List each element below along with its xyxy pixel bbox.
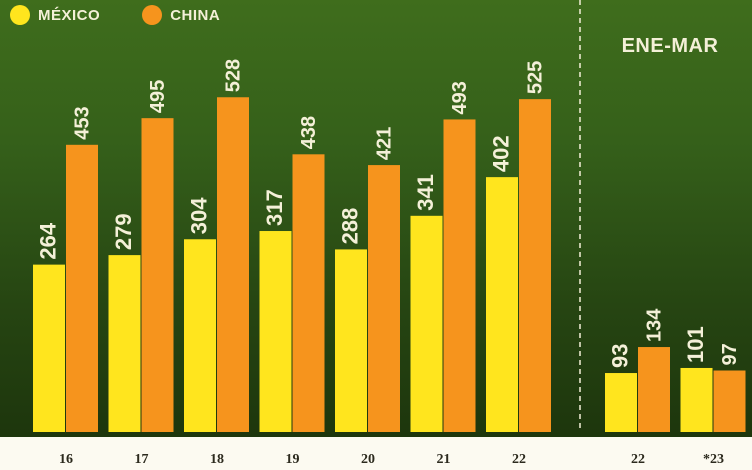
- bar-china-17: [141, 118, 174, 433]
- bar-mexico-19: [259, 231, 292, 432]
- value-label-china-19: 438: [298, 116, 320, 149]
- bar-china-p23: [713, 370, 746, 432]
- x-axis-band: [0, 437, 752, 470]
- x-tick-label-21: 21: [436, 452, 451, 467]
- panel-title-ene-mar: ENE-MAR: [621, 35, 719, 57]
- bar-china-21: [443, 119, 476, 433]
- value-label-mexico-21: 341: [413, 174, 438, 211]
- x-tick-label-19: 19: [285, 452, 300, 467]
- value-label-china-p23: 97: [719, 343, 741, 365]
- bar-mexico-20: [335, 249, 367, 432]
- legend-swatch-china: [142, 5, 163, 25]
- value-label-china-16: 453: [72, 106, 94, 139]
- x-tick-label-16: 16: [59, 452, 73, 467]
- legend-item-china: CHINA: [142, 5, 220, 25]
- bar-china-19: [292, 154, 325, 433]
- legend-label-mexico: MÉXICO: [38, 6, 101, 24]
- value-label-china-20: 421: [374, 127, 396, 160]
- value-label-china-22: 134: [644, 308, 666, 342]
- value-label-mexico-16: 264: [36, 222, 61, 259]
- value-label-mexico-p23: 101: [683, 326, 708, 363]
- bar-mexico-22: [605, 373, 637, 432]
- value-label-china-18: 528: [223, 59, 245, 92]
- bar-mexico-17: [108, 255, 141, 432]
- bar-china-22: [519, 99, 551, 433]
- bar-china-20: [368, 165, 400, 432]
- bar-china-18: [217, 97, 249, 433]
- value-label-china-21: 493: [449, 81, 471, 114]
- value-label-mexico-17: 279: [111, 213, 136, 250]
- bar-china-22: [638, 347, 670, 432]
- legend: MÉXICO CHINA: [10, 5, 262, 25]
- legend-label-china: CHINA: [170, 6, 221, 24]
- x-tick-label-22: 22: [512, 452, 526, 467]
- bar-mexico-18: [184, 239, 216, 432]
- bar-mexico-16: [33, 264, 65, 432]
- x-tick-label-17: 17: [134, 452, 149, 467]
- legend-swatch-mexico: [10, 5, 30, 25]
- x-tick-label-p23: *23: [703, 452, 724, 467]
- value-label-china-22: 525: [525, 61, 547, 94]
- x-tick-label-18: 18: [210, 452, 224, 467]
- legend-item-mexico: MÉXICO: [10, 5, 100, 25]
- value-label-mexico-18: 304: [187, 197, 212, 234]
- value-label-mexico-22: 402: [489, 135, 514, 172]
- value-label-mexico-19: 317: [262, 189, 287, 226]
- value-label-mexico-20: 288: [338, 208, 363, 245]
- x-tick-label-22: 22: [631, 452, 645, 467]
- bar-mexico-21: [410, 215, 443, 432]
- x-tick-label-20: 20: [361, 452, 375, 467]
- bar-mexico-p23: [680, 367, 713, 432]
- value-label-mexico-22: 93: [608, 344, 633, 368]
- bar-mexico-22: [486, 177, 518, 432]
- bar-china-16: [66, 144, 98, 432]
- value-label-china-17: 495: [147, 80, 169, 113]
